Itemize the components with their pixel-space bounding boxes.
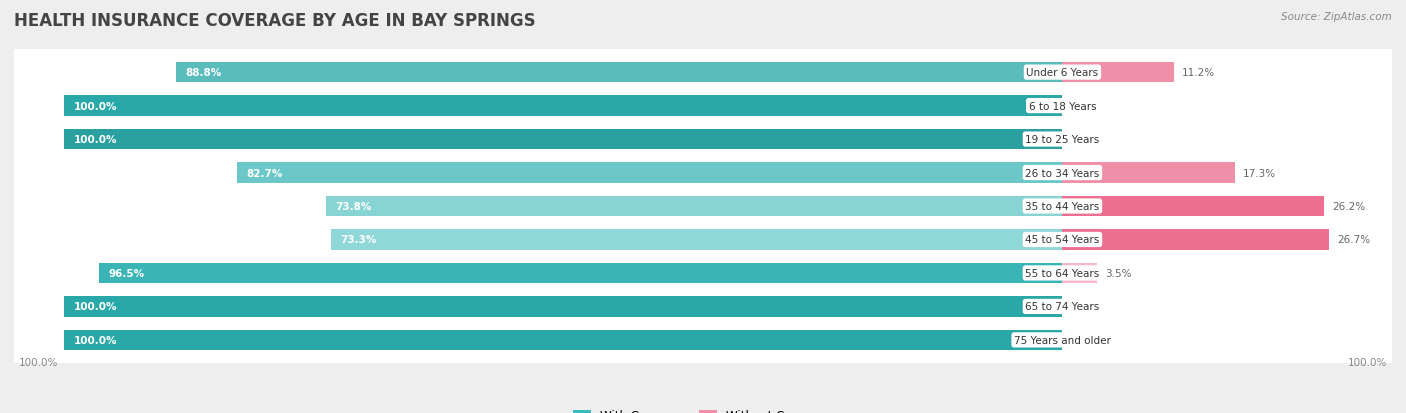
- Text: Source: ZipAtlas.com: Source: ZipAtlas.com: [1281, 12, 1392, 22]
- Text: 65 to 74 Years: 65 to 74 Years: [1025, 301, 1099, 312]
- FancyBboxPatch shape: [13, 101, 1393, 178]
- Text: 6 to 18 Years: 6 to 18 Years: [1029, 101, 1097, 112]
- FancyBboxPatch shape: [13, 268, 1393, 345]
- Bar: [1063, 263, 1098, 284]
- Bar: [326, 196, 1063, 217]
- Bar: [98, 263, 1063, 284]
- Text: 73.8%: 73.8%: [336, 202, 373, 211]
- Text: 100.0%: 100.0%: [75, 135, 118, 145]
- FancyBboxPatch shape: [13, 68, 1393, 145]
- FancyBboxPatch shape: [13, 202, 1393, 278]
- Bar: [65, 96, 1063, 117]
- Bar: [1063, 163, 1236, 183]
- FancyBboxPatch shape: [13, 135, 1393, 211]
- Bar: [1063, 230, 1329, 250]
- Text: 73.3%: 73.3%: [340, 235, 377, 245]
- Text: Under 6 Years: Under 6 Years: [1026, 68, 1098, 78]
- Text: 55 to 64 Years: 55 to 64 Years: [1025, 268, 1099, 278]
- Bar: [1063, 196, 1324, 217]
- Text: 100.0%: 100.0%: [75, 335, 118, 345]
- Bar: [65, 330, 1063, 350]
- Text: 35 to 44 Years: 35 to 44 Years: [1025, 202, 1099, 211]
- Text: 96.5%: 96.5%: [108, 268, 145, 278]
- Text: 17.3%: 17.3%: [1243, 168, 1277, 178]
- Text: 19 to 25 Years: 19 to 25 Years: [1025, 135, 1099, 145]
- Bar: [176, 63, 1063, 83]
- Text: 0.0%: 0.0%: [1070, 301, 1097, 312]
- Text: 26 to 34 Years: 26 to 34 Years: [1025, 168, 1099, 178]
- Text: 3.5%: 3.5%: [1105, 268, 1132, 278]
- Bar: [65, 129, 1063, 150]
- Text: 26.2%: 26.2%: [1331, 202, 1365, 211]
- Text: 100.0%: 100.0%: [75, 301, 118, 312]
- FancyBboxPatch shape: [13, 35, 1393, 112]
- Text: 26.7%: 26.7%: [1337, 235, 1371, 245]
- Text: 100.0%: 100.0%: [1347, 357, 1386, 367]
- Text: 100.0%: 100.0%: [75, 101, 118, 112]
- Bar: [65, 296, 1063, 317]
- Text: 0.0%: 0.0%: [1070, 101, 1097, 112]
- Text: 100.0%: 100.0%: [20, 357, 59, 367]
- Text: 0.0%: 0.0%: [1070, 335, 1097, 345]
- Text: 82.7%: 82.7%: [246, 168, 283, 178]
- Text: 0.0%: 0.0%: [1070, 135, 1097, 145]
- Text: 75 Years and older: 75 Years and older: [1014, 335, 1111, 345]
- FancyBboxPatch shape: [13, 168, 1393, 245]
- Text: 88.8%: 88.8%: [186, 68, 222, 78]
- Bar: [236, 163, 1063, 183]
- FancyBboxPatch shape: [13, 235, 1393, 312]
- FancyBboxPatch shape: [13, 301, 1393, 378]
- Legend: With Coverage, Without Coverage: With Coverage, Without Coverage: [568, 404, 838, 413]
- Bar: [330, 230, 1063, 250]
- Text: 11.2%: 11.2%: [1182, 68, 1215, 78]
- Bar: [1063, 63, 1174, 83]
- Text: HEALTH INSURANCE COVERAGE BY AGE IN BAY SPRINGS: HEALTH INSURANCE COVERAGE BY AGE IN BAY …: [14, 12, 536, 30]
- Text: 45 to 54 Years: 45 to 54 Years: [1025, 235, 1099, 245]
